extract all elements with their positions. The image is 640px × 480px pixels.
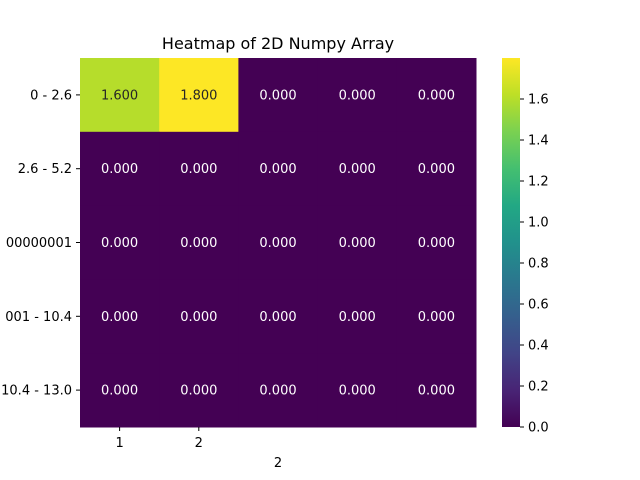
cell-value-label: 0.000 [180,236,217,251]
heatmap-cell [396,279,477,354]
heatmap-cell [396,58,477,133]
cell-value-label: 0.000 [418,88,455,103]
cell-value-label: 0.000 [101,310,138,325]
y-axis: 0 - 2.6 2.6 - 5.2 00000001 001 - 10.4 10.4 -… [1,88,80,399]
y-tick-label: 10.4 - 13.0 [1,384,72,399]
heatmap-cell [396,131,477,207]
cell-value-label: 0.000 [180,310,217,325]
heatmap-cell [238,353,319,428]
cell-value-label: 0.000 [101,162,138,177]
colorbar-tick-label: 0.8 [528,257,549,272]
colorbar-gradient [502,58,520,427]
cell-value-label: 0.000 [339,236,376,251]
cell-value-label: 0.000 [101,236,138,251]
cell-value-label: 0.000 [339,88,376,103]
colorbar-tick-label: 1.0 [528,216,549,231]
chart-title: Heatmap of 2D Numpy Array [162,34,394,53]
heatmap-cell [80,205,160,280]
cell-value-label: 0.000 [180,162,217,177]
cell-value-label: 0.000 [418,162,455,177]
heatmap-cell [159,131,239,207]
cell-value-label: 1.600 [101,88,138,103]
cell-value-label: 0.000 [180,384,217,399]
cell-value-label: 0.000 [418,236,455,251]
heatmap-cell [396,205,477,280]
heatmap-cells [80,58,477,428]
cell-value-label: 0.000 [259,384,296,399]
heatmap-cell [238,58,319,133]
x-tick-label: 1 [115,436,123,451]
colorbar-tick-label: 1.4 [528,134,549,149]
cell-value-label: 0.000 [339,384,376,399]
heatmap-cell [317,58,398,133]
x-axis-label: 2 [274,456,282,471]
heatmap-cell [80,279,160,354]
colorbar-tick-label: 1.2 [528,175,549,190]
cell-value-label: 0.000 [101,384,138,399]
y-tick-label: 0 - 2.6 [30,88,72,103]
colorbar-tick-label: 1.6 [528,93,549,108]
cell-labels: 1.600 1.800 0.000 0.000 0.000 0.000 0.000 0.000… [101,88,455,398]
heatmap-cell [396,353,477,428]
x-tick-label: 2 [195,436,203,451]
y-tick-label: 001 - 10.4 [5,310,72,325]
heatmap-cell [317,131,398,207]
y-tick-label: 2.6 - 5.2 [18,162,72,177]
cell-value-label: 0.000 [259,236,296,251]
heatmap-cell [238,205,319,280]
heatmap-cell [80,353,160,428]
heatmap-cell [159,353,239,428]
heatmap-cell [238,279,319,354]
cell-value-label: 0.000 [259,88,296,103]
y-tick-label: 00000001 [6,236,72,251]
cell-value-label: 0.000 [418,384,455,399]
heatmap-cell [159,279,239,354]
cell-value-label: 1.800 [180,88,217,103]
colorbar [502,58,520,427]
cell-value-label: 0.000 [418,310,455,325]
cell-value-label: 0.000 [259,162,296,177]
cell-value-label: 0.000 [339,310,376,325]
heatmap-cell [317,279,398,354]
heatmap-cell [317,205,398,280]
cell-value-label: 0.000 [259,310,296,325]
colorbar-tick-label: 0.6 [528,298,549,313]
heatmap-cell [159,205,239,280]
heatmap-cell [159,58,239,133]
colorbar-axis: 0.0 0.2 0.4 0.6 0.8 1.0 1.2 1.4 1.6 [520,93,549,436]
colorbar-tick-label: 0.4 [528,339,549,354]
heatmap-cell [80,58,160,133]
heatmap-cell [238,131,319,207]
cell-value-label: 0.000 [339,162,376,177]
colorbar-tick-label: 0.2 [528,380,549,395]
heatmap-cell [80,131,160,207]
colorbar-tick-label: 0.0 [528,421,549,436]
heatmap-cell [317,353,398,428]
